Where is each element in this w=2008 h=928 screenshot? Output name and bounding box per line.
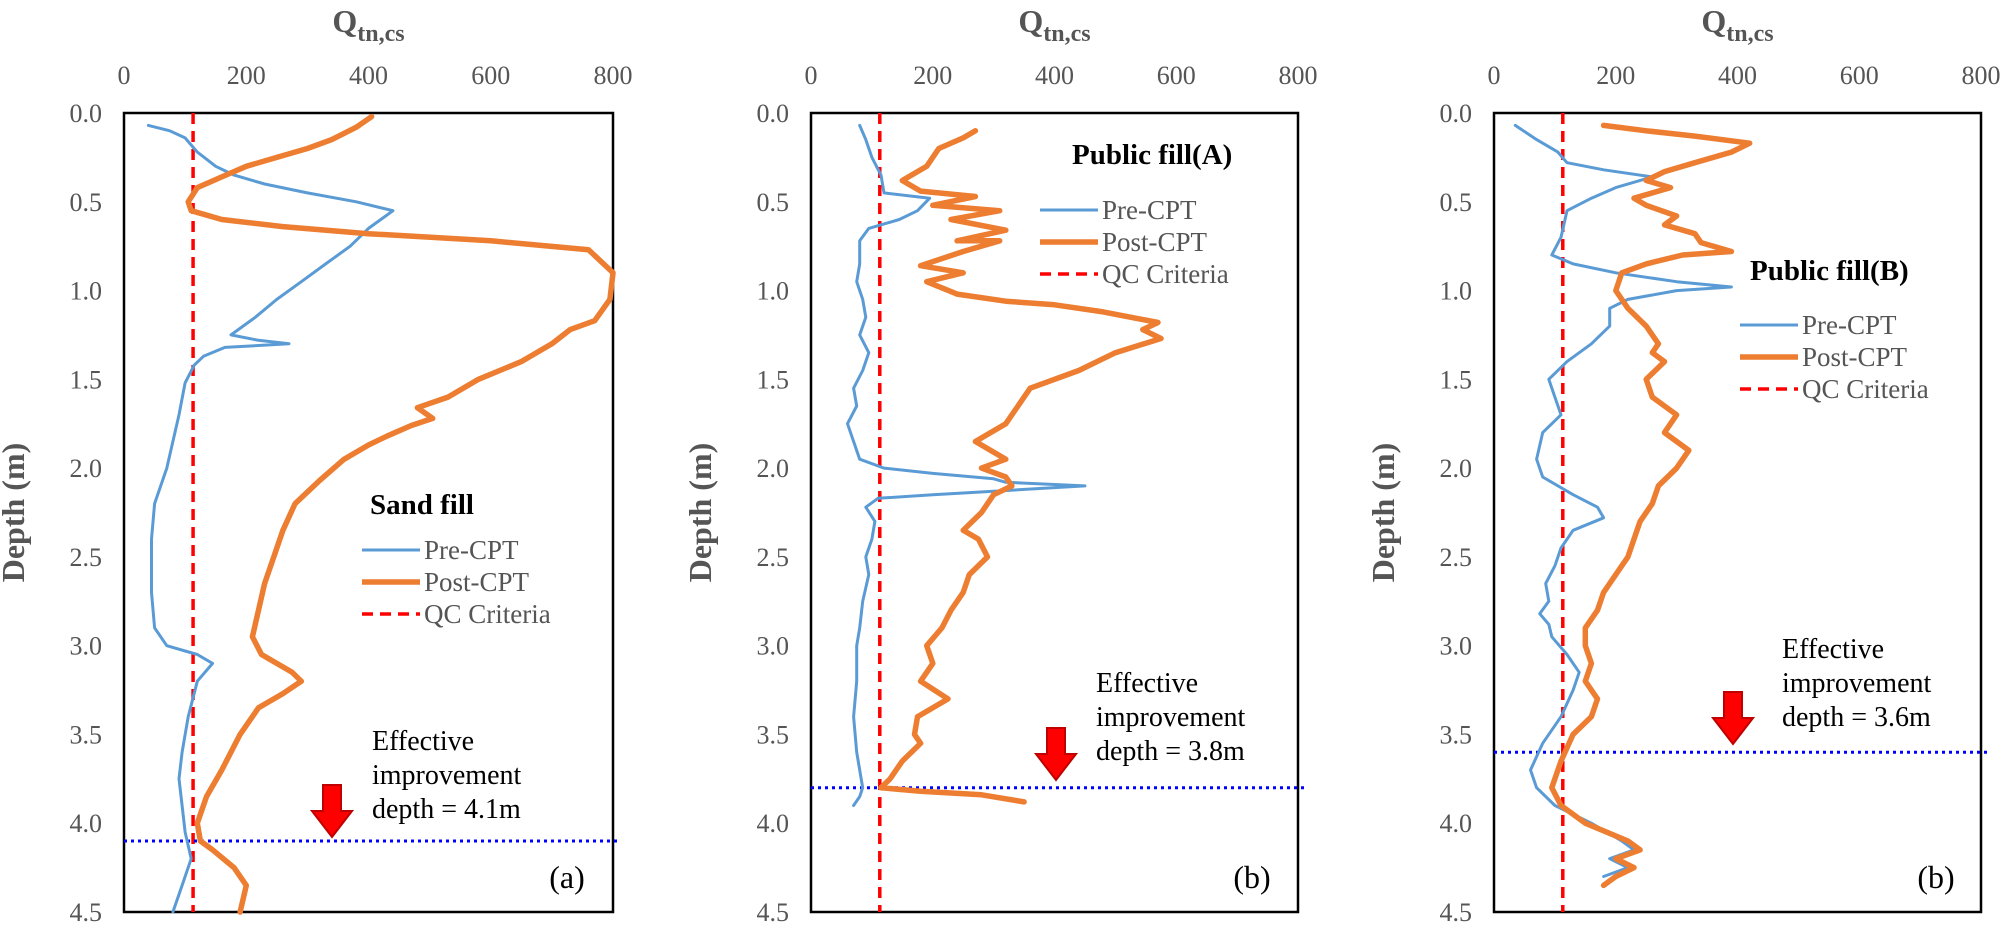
effective-depth-annotation: Effective — [1782, 634, 1884, 665]
y-tick-label: 1.0 — [1440, 277, 1473, 306]
x-tick-label: 800 — [1962, 61, 2001, 90]
x-axis-title: Qtn,cs — [332, 3, 404, 47]
x-tick-label: 200 — [1596, 61, 1635, 90]
pre-cpt-line — [146, 123, 395, 914]
effective-depth-annotation: improvement — [1782, 668, 1932, 699]
effective-depth-annotation: improvement — [1096, 702, 1246, 733]
y-tick-label: 3.5 — [1440, 720, 1473, 749]
plot-frame — [809, 111, 1300, 914]
y-tick-label: 0.0 — [1440, 99, 1473, 128]
x-tick-label: 200 — [913, 61, 952, 90]
y-tick-label: 3.5 — [757, 720, 790, 749]
effective-depth-annotation: depth = 3.8m — [1096, 736, 1245, 767]
y-tick-label: 1.0 — [70, 277, 103, 306]
y-tick-label: 2.5 — [1440, 543, 1473, 572]
panel-title: Public fill(B) — [1750, 255, 1909, 287]
effective-depth-annotation: improvement — [372, 760, 522, 791]
y-tick-label: 0.0 — [70, 99, 103, 128]
effective-depth-annotation: Effective — [1096, 668, 1198, 699]
x-tick-label: 400 — [1035, 61, 1074, 90]
legend-label: QC Criteria — [1802, 374, 1929, 404]
y-tick-label: 0.5 — [70, 188, 103, 217]
x-tick-label: 0 — [118, 61, 131, 90]
legend-label: Post-CPT — [1802, 342, 1908, 372]
y-tick-label: 2.5 — [70, 543, 103, 572]
down-arrow-icon — [309, 784, 355, 839]
y-tick-label: 4.5 — [1440, 898, 1473, 927]
legend-label: QC Criteria — [424, 599, 551, 629]
y-tick-label: 0.0 — [757, 99, 790, 128]
y-tick-label: 2.0 — [70, 454, 103, 483]
down-arrow-icon — [1710, 691, 1756, 746]
x-tick-label: 0 — [1488, 61, 1501, 90]
y-tick-label: 4.0 — [70, 809, 103, 838]
y-tick-label: 1.0 — [757, 277, 790, 306]
legend-label: QC Criteria — [1102, 259, 1229, 289]
post-cpt-line — [185, 113, 616, 915]
y-tick-label: 3.0 — [1440, 632, 1473, 661]
down-arrow-icon — [1033, 727, 1079, 782]
chart-panel-1: 0 200 400 600 800 Qtn,cs 0.0 0.5 1.0 1.5 2.0 2.5 3.0… — [0, 3, 633, 927]
y-axis-title: Depth (m) — [1365, 443, 1401, 583]
x-tick-label: 0 — [805, 61, 818, 90]
y-axis-title: Depth (m) — [682, 443, 718, 583]
y-tick-label: 2.0 — [1440, 454, 1473, 483]
x-tick-label: 600 — [1840, 61, 1879, 90]
chart-panel-3: 0 200 400 600 800 Qtn,cs 0.0 0.5 1.0 1.5 2.0 2.5 3.0… — [1365, 3, 2001, 927]
post-cpt-line — [1549, 122, 1753, 889]
y-tick-label: 1.5 — [1440, 365, 1473, 394]
panel-title: Public fill(A) — [1072, 139, 1232, 171]
y-tick-label: 2.5 — [757, 543, 790, 572]
effective-depth-annotation: depth = 4.1m — [372, 794, 521, 825]
y-axis-title: Depth (m) — [0, 443, 31, 583]
x-tick-label: 400 — [1718, 61, 1757, 90]
panel-tag: (b) — [1233, 859, 1270, 895]
legend-label: Pre-CPT — [424, 535, 519, 565]
y-tick-label: 2.0 — [757, 454, 790, 483]
panel-tag: (b) — [1917, 859, 1954, 895]
x-tick-label: 600 — [1157, 61, 1196, 90]
y-tick-label: 4.5 — [757, 898, 790, 927]
y-tick-label: 1.5 — [70, 365, 103, 394]
pre-cpt-line — [846, 123, 1087, 807]
panel-tag: (a) — [549, 859, 585, 895]
x-axis-title: Qtn,cs — [1701, 3, 1773, 47]
y-tick-label: 4.0 — [757, 809, 790, 838]
x-tick-label: 800 — [594, 61, 633, 90]
y-tick-label: 0.5 — [1440, 188, 1473, 217]
x-axis-title: Qtn,cs — [1018, 3, 1090, 47]
effective-depth-annotation: depth = 3.6m — [1782, 702, 1931, 733]
y-tick-label: 1.5 — [757, 365, 790, 394]
chart-panel-2: 0 200 400 600 800 Qtn,cs 0.0 0.5 1.0 1.5 2.0 2.5 3.0… — [682, 3, 1318, 927]
legend-label: Pre-CPT — [1802, 310, 1897, 340]
legend-label: Pre-CPT — [1102, 195, 1197, 225]
y-tick-label: 4.5 — [70, 898, 103, 927]
y-tick-label: 3.0 — [70, 632, 103, 661]
y-tick-label: 4.0 — [1440, 809, 1473, 838]
pre-cpt-line — [1513, 123, 1733, 878]
x-tick-label: 800 — [1279, 61, 1318, 90]
panel-title: Sand fill — [370, 489, 474, 521]
plot-frame — [1492, 111, 1983, 914]
legend-label: Post-CPT — [424, 567, 530, 597]
x-tick-label: 400 — [349, 61, 388, 90]
y-tick-label: 3.5 — [70, 720, 103, 749]
y-tick-label: 0.5 — [757, 188, 790, 217]
y-tick-label: 3.0 — [757, 632, 790, 661]
x-tick-label: 200 — [227, 61, 266, 90]
legend-label: Post-CPT — [1102, 227, 1208, 257]
post-cpt-line — [878, 128, 1164, 805]
effective-depth-annotation: Effective — [372, 726, 474, 757]
x-tick-label: 600 — [471, 61, 510, 90]
